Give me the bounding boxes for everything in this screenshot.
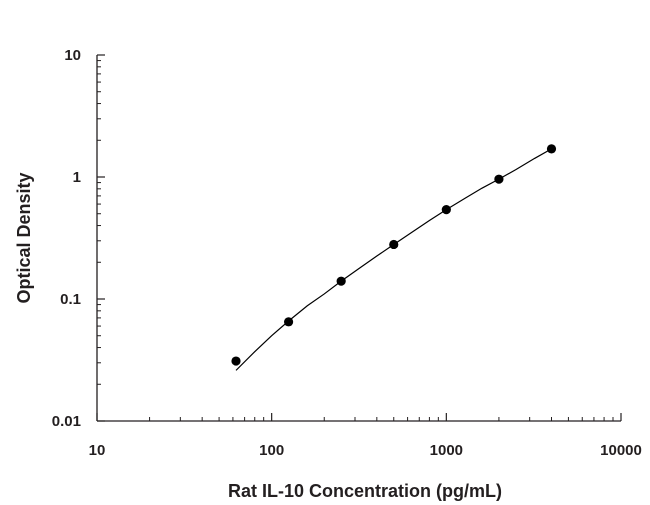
data-point [231, 356, 241, 366]
x-tick-label: 1000 [430, 442, 463, 459]
x-tick-label: 100 [259, 442, 284, 459]
x-tick-label: 10 [89, 442, 106, 459]
minor-ticks [97, 60, 614, 421]
y-tick-label: 0.1 [60, 291, 81, 308]
data-point [441, 205, 451, 215]
major-ticks [96, 54, 622, 422]
x-tick-label: 10000 [600, 442, 642, 459]
x-tick-labels: 10 100 1000 10000 [89, 442, 642, 459]
data-point [336, 276, 346, 286]
data-point [283, 317, 294, 327]
data-point [546, 144, 557, 154]
y-tick-labels: 0.01 0.1 1 10 [52, 47, 81, 430]
y-tick-label: 0.01 [52, 413, 81, 430]
data-point [494, 174, 504, 184]
y-axis-title: Optical Density [14, 172, 34, 303]
data-point [389, 239, 399, 250]
fit-curve-line [235, 148, 552, 371]
x-axis-title: Rat IL-10 Concentration (pg/mL) [228, 481, 502, 501]
y-tick-label: 1 [73, 169, 81, 186]
data-points [231, 144, 557, 366]
y-tick-label: 10 [64, 47, 81, 64]
